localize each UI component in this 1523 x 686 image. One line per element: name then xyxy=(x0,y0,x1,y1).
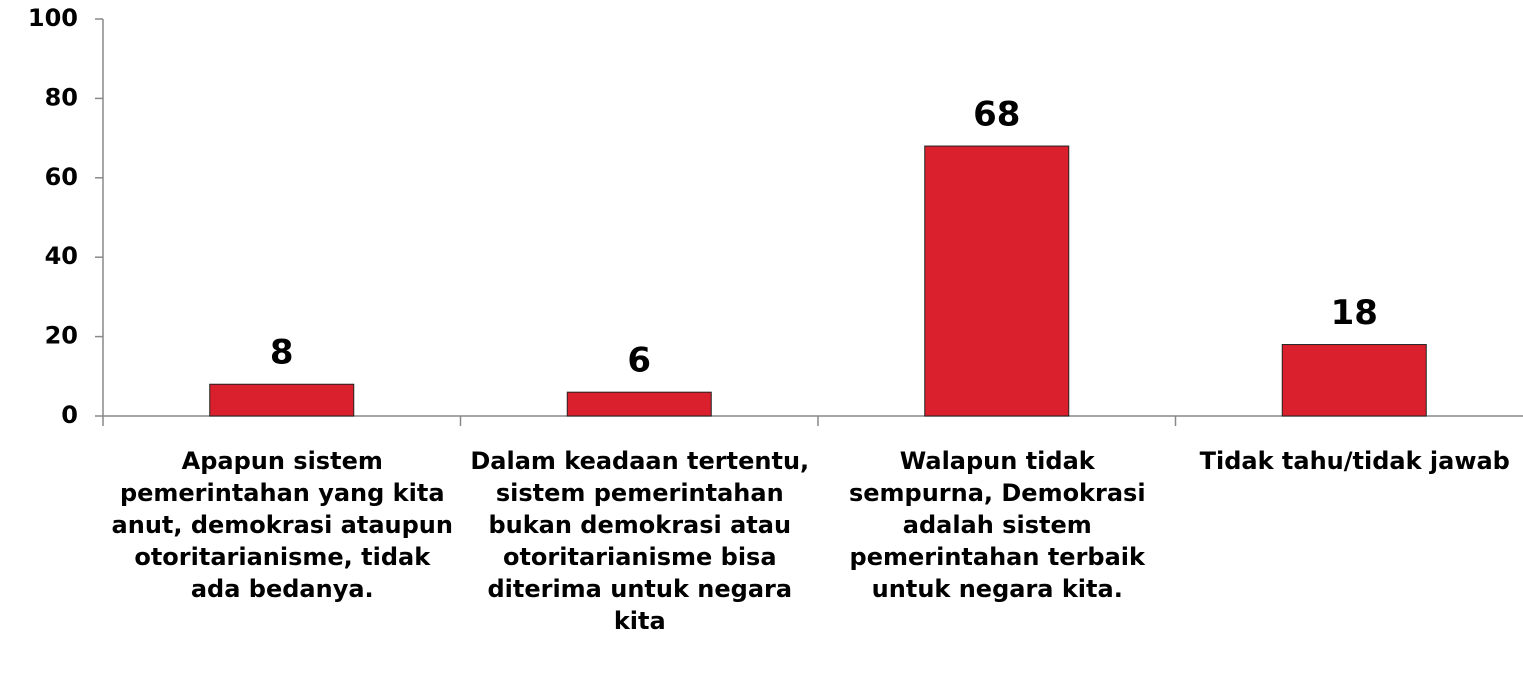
y-tick-label: 100 xyxy=(28,4,78,32)
y-tick-label: 0 xyxy=(61,401,78,429)
value-label: 68 xyxy=(973,95,1020,135)
bar xyxy=(1281,344,1427,417)
y-tick-label: 20 xyxy=(45,322,78,350)
value-label: 8 xyxy=(270,333,294,373)
x-tick-label: Tidak tahu/tidak jawab xyxy=(1199,447,1510,475)
x-tick-label: Apapun sistem pemerintahan yang kita anu… xyxy=(111,447,453,603)
bar xyxy=(209,383,355,417)
value-label: 18 xyxy=(1331,293,1378,333)
x-tick-label: Walapun tidak sempurna, Demokrasi adalah… xyxy=(848,447,1146,603)
value-label: 6 xyxy=(627,341,651,381)
bar xyxy=(566,391,712,417)
y-tick-label: 60 xyxy=(45,163,78,191)
x-tick-label: Dalam keadaan tertentu, sistem pemerinta… xyxy=(470,447,810,635)
y-tick-label: 80 xyxy=(45,83,78,111)
bar xyxy=(924,145,1070,417)
y-tick-label: 40 xyxy=(45,242,78,270)
